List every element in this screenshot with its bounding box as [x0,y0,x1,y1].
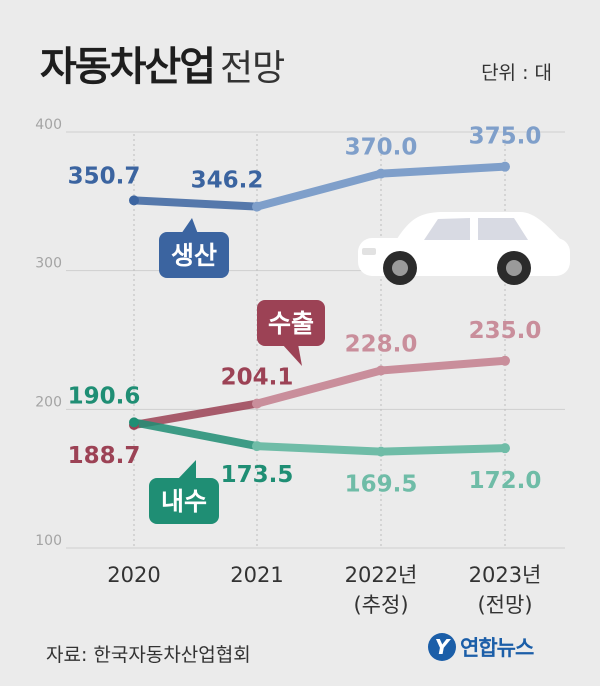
data-label: 188.7 [68,443,141,469]
source-label: 자료: 한국자동차산업협회 [46,644,251,666]
series-points [129,161,510,457]
callout-tail [177,460,196,480]
data-point [376,365,386,376]
x-tick-sublabel: (추정) [353,593,408,617]
page-subtitle: 전망 [220,48,285,89]
data-point [376,168,386,179]
x-axis-ticks: 2020 2021 2022년 (추정) 2023년 (전망) [107,563,541,617]
logo-text: 연합뉴스 [460,636,534,660]
data-point [500,355,510,366]
data-point [252,201,262,212]
data-label: 173.5 [221,462,294,488]
x-tick-label: 2021 [230,563,283,587]
callout-badge [149,478,219,524]
x-tick-label: 2023년 [469,563,542,587]
data-point [129,417,139,428]
callout-tail [282,344,302,366]
y-axis-ticks: 100 200 300 400 [35,117,62,549]
data-point [252,441,262,452]
data-point [500,443,510,454]
series-line-1 [130,399,261,430]
page-title: 자동차산업 [40,44,216,90]
legend-label: 수출 [268,309,314,338]
y-tick-label: 300 [35,256,62,272]
data-label: 228.0 [345,332,418,358]
data-point [500,161,510,172]
yonhap-logo: Y 연합뉴스 [428,632,534,662]
title: 자동차산업 전망 [40,34,285,92]
data-label: 235.0 [469,318,542,344]
x-tick-label: 2020 [107,563,160,587]
series-line-2 [130,418,261,451]
data-label: 169.5 [345,472,418,498]
data-label: 350.7 [68,163,141,189]
y-tick-label: 200 [35,394,62,410]
callout-tail [181,218,198,234]
unit-label: 단위 : 대 [481,62,552,84]
data-label: 370.0 [345,135,418,161]
legend-label: 생산 [171,241,217,270]
x-tick-sublabel: (전망) [477,593,532,617]
car-illustration [358,212,570,285]
x-tick-label: 2022년 [345,563,418,587]
data-point [376,446,386,457]
data-label: 190.6 [68,383,141,409]
logo-icon: Y [428,633,456,661]
data-point [129,195,139,206]
legend-label: 내수 [161,487,207,516]
data-label: 375.0 [469,124,542,150]
data-point [252,398,262,409]
y-tick-label: 100 [35,533,62,549]
data-label: 172.0 [469,468,542,494]
data-label: 204.1 [221,365,294,391]
data-labels: 350.7 346.2 370.0 375.0 188.7 204.1 228.0 235.0… [68,124,542,498]
callout-badge [257,300,325,346]
series-line-0 [130,196,261,211]
y-tick-label: 400 [35,117,62,133]
data-label: 346.2 [191,168,264,194]
callout-badge [159,232,229,278]
grid [66,131,565,549]
